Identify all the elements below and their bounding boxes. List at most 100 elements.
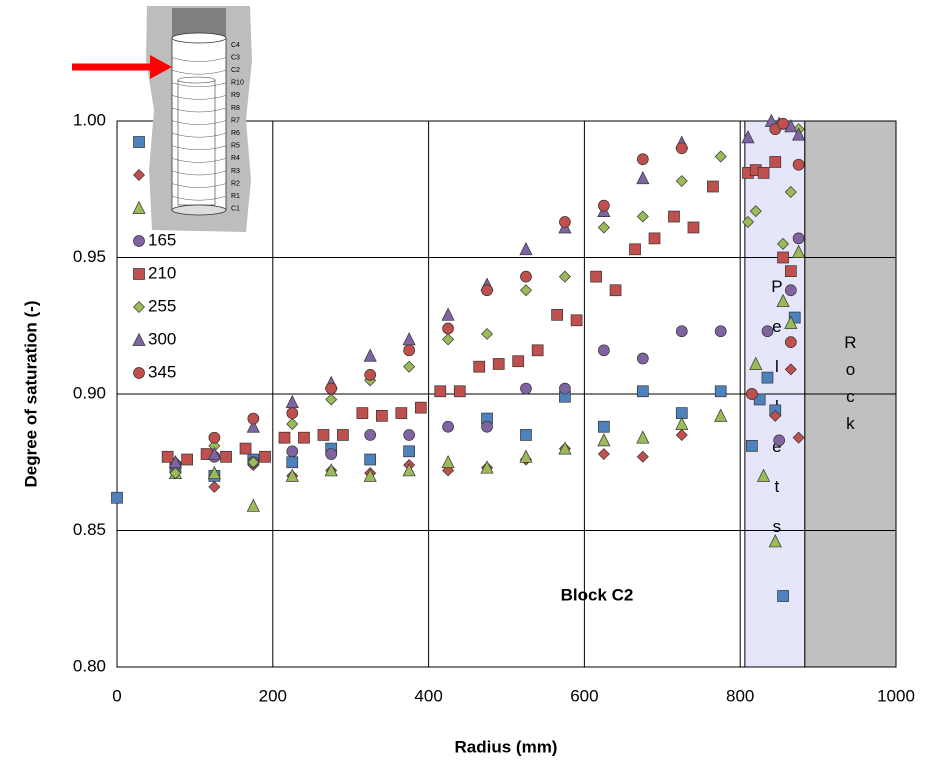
inset-ring [171, 195, 227, 201]
legend-label: 300 [148, 329, 176, 348]
inset-cylinder [171, 37, 227, 211]
marker [777, 590, 789, 602]
legend-marker [133, 136, 145, 148]
legend-label: 165 [148, 230, 176, 249]
marker [609, 284, 622, 297]
y-axis-title: Degree of saturation (-) [21, 300, 40, 487]
marker [278, 431, 291, 444]
marker [598, 344, 610, 357]
marker [636, 352, 649, 365]
x-tick-label: 800 [726, 686, 754, 705]
marker [512, 355, 525, 368]
x-tick-label: 1000 [877, 686, 915, 705]
marker [325, 393, 338, 406]
x-tick-label: 400 [414, 686, 442, 705]
marker [531, 344, 544, 357]
marker [784, 284, 797, 297]
inset-label: R10 [231, 80, 244, 87]
inset-ring [171, 107, 227, 113]
marker [788, 311, 801, 324]
marker [285, 468, 299, 482]
marker [559, 382, 571, 395]
marker [376, 409, 388, 422]
marker [749, 205, 762, 218]
marker [597, 448, 610, 461]
marker [551, 308, 563, 321]
marker [749, 356, 763, 370]
marker [746, 440, 758, 452]
marker [636, 385, 649, 398]
marker [402, 463, 416, 477]
marker [636, 210, 649, 223]
marker [784, 336, 797, 348]
marker [442, 322, 454, 335]
y-tick-label: 0.80 [73, 656, 106, 675]
legend-marker [133, 367, 145, 379]
inset-label: C3 [231, 54, 240, 61]
y-tick-label: 0.90 [73, 383, 106, 402]
inset-label: C2 [231, 67, 240, 74]
marker [784, 363, 797, 376]
marker [761, 325, 774, 338]
inset-ring [171, 57, 227, 62]
marker [741, 130, 755, 144]
marker [777, 251, 789, 264]
marker [520, 429, 532, 441]
inset-label: R7 [231, 117, 240, 124]
marker [520, 270, 532, 283]
marker [598, 420, 610, 433]
marker [441, 307, 455, 321]
inset-bottom [171, 204, 227, 216]
marker [414, 401, 427, 414]
inset-ring [171, 158, 227, 163]
marker [570, 314, 583, 327]
marker [364, 429, 377, 441]
inset-inner-top [177, 76, 216, 84]
marker [784, 265, 797, 277]
marker [286, 407, 299, 419]
inset-label: R2 [231, 180, 240, 187]
marker [442, 333, 455, 346]
marker [403, 360, 416, 373]
marker [286, 456, 299, 469]
marker [403, 344, 415, 357]
marker [520, 382, 532, 395]
marker [519, 449, 533, 463]
inset-label: R1 [231, 193, 240, 200]
marker [741, 216, 754, 229]
marker [395, 407, 408, 419]
marker [784, 185, 797, 198]
inset-label: R9 [231, 92, 240, 99]
marker [675, 325, 688, 338]
marker [675, 175, 688, 188]
arrow-head [150, 55, 172, 79]
marker [559, 216, 571, 228]
marker [208, 431, 221, 444]
inset-label: R8 [231, 105, 240, 112]
legend-marker [133, 301, 145, 313]
marker [675, 142, 688, 155]
marker [636, 430, 650, 444]
marker [492, 358, 505, 370]
inset-ring [171, 69, 227, 75]
inset-ring [171, 170, 227, 176]
marker [714, 325, 727, 338]
marker [403, 445, 415, 458]
marker [636, 450, 649, 463]
marker [434, 385, 447, 398]
y-tick-label: 0.85 [73, 520, 106, 539]
marker [317, 429, 330, 441]
marker [481, 284, 493, 297]
legend-marker [132, 332, 146, 346]
inset-label: R6 [231, 130, 240, 137]
marker [769, 409, 782, 422]
marker [784, 315, 798, 329]
legend-label: 255 [148, 296, 176, 315]
marker [590, 270, 602, 283]
marker [220, 450, 232, 463]
marker [337, 429, 349, 441]
marker [364, 369, 377, 381]
inset-label: C1 [231, 206, 240, 213]
